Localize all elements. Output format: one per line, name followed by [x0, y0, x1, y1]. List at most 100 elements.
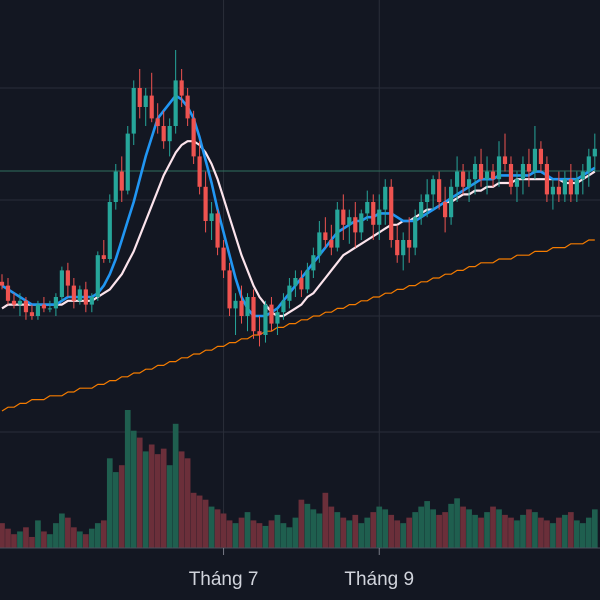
volume-bar	[112, 472, 119, 548]
volume-bar	[77, 531, 83, 548]
volume-bar	[424, 501, 430, 548]
volume-bar	[286, 527, 293, 548]
volume-bar	[579, 523, 586, 548]
volume-bar	[35, 520, 41, 548]
candle-body	[41, 304, 47, 309]
candle-body	[401, 240, 406, 256]
candle-body	[472, 164, 478, 180]
volume-bars	[0, 410, 598, 548]
volume-bar	[172, 423, 179, 548]
volume-bar	[268, 520, 275, 548]
volume-bar	[376, 506, 383, 548]
candle-body	[59, 270, 64, 297]
candle-body	[299, 278, 304, 290]
candle-body	[586, 156, 591, 172]
candle-body	[538, 148, 544, 164]
volume-bar	[41, 531, 47, 548]
volume-bar	[256, 523, 263, 548]
ma-long-line	[1, 239, 595, 412]
candle-body	[131, 88, 136, 134]
volume-bar	[430, 509, 436, 548]
volume-bar	[250, 520, 257, 548]
candle-body	[191, 118, 196, 157]
candle-body	[407, 240, 412, 248]
candle-body	[419, 202, 424, 218]
candle-body	[107, 202, 112, 259]
volume-bar	[406, 517, 413, 548]
volume-bar	[53, 523, 59, 548]
candle-body	[437, 179, 442, 202]
volume-bar	[106, 458, 113, 548]
volume-bar	[184, 458, 191, 548]
volume-bar	[208, 506, 215, 548]
volume-bar	[418, 506, 425, 548]
volume-bar	[364, 517, 371, 548]
volume-bar	[370, 512, 377, 548]
candle-body	[35, 304, 41, 316]
volume-bar	[17, 531, 23, 548]
volume-bar	[118, 465, 125, 548]
volume-bar	[100, 520, 107, 548]
candle-body	[568, 179, 573, 195]
time-axis-tick-label: Tháng 7	[189, 569, 259, 590]
candle-body	[490, 171, 496, 180]
volume-bar	[526, 509, 532, 548]
candle-body	[454, 171, 460, 187]
candle-body	[383, 186, 388, 210]
volume-bar	[280, 523, 287, 548]
candle-body	[167, 126, 172, 142]
candle-body	[574, 179, 579, 195]
candles	[0, 50, 597, 347]
volume-bar	[88, 528, 95, 548]
candle-body	[431, 179, 436, 195]
candle-body	[496, 156, 502, 180]
volume-bar	[334, 512, 341, 548]
candle-body	[77, 289, 82, 301]
volume-bar	[442, 512, 448, 548]
candle-body	[305, 270, 310, 290]
volume-bar	[130, 430, 137, 548]
volume-bar	[496, 509, 502, 548]
candle-body	[0, 281, 5, 286]
volume-bar	[23, 527, 29, 548]
candle-body	[281, 300, 286, 313]
ma-medium-line	[1, 140, 596, 318]
candle-body	[544, 164, 550, 195]
candle-body	[580, 171, 585, 180]
volume-bar	[412, 512, 419, 548]
candle-body	[395, 240, 400, 256]
volume-bar	[466, 509, 472, 548]
volume-bar	[154, 454, 161, 548]
candle-body	[125, 133, 130, 191]
candle-body	[5, 285, 11, 301]
volume-bar	[472, 514, 478, 548]
candle-body	[365, 202, 370, 214]
volume-bar	[292, 517, 299, 548]
candle-body	[143, 95, 148, 107]
volume-bar	[454, 498, 460, 548]
candle-body	[293, 278, 298, 286]
candle-body	[209, 213, 214, 221]
candle-body	[377, 209, 382, 225]
candle-body	[251, 297, 256, 332]
candle-body	[329, 240, 334, 248]
volume-bar	[322, 492, 329, 548]
volume-bar	[160, 448, 167, 548]
volume-bar	[124, 410, 131, 548]
time-axis-ticks: Tháng 7 Tháng 9	[189, 548, 414, 590]
candle-body	[95, 255, 100, 297]
candle-body	[221, 247, 226, 271]
volume-bar	[352, 514, 359, 548]
volume-bar	[591, 509, 598, 548]
volume-bar	[220, 513, 227, 548]
candle-body	[514, 179, 520, 187]
volume-bar	[298, 499, 305, 548]
candle-body	[287, 285, 292, 301]
volume-bar	[394, 520, 401, 548]
volume-bar	[94, 523, 101, 548]
volume-bar	[214, 509, 221, 548]
candle-body	[29, 312, 35, 316]
candle-body	[353, 217, 358, 233]
candle-body	[65, 270, 70, 286]
